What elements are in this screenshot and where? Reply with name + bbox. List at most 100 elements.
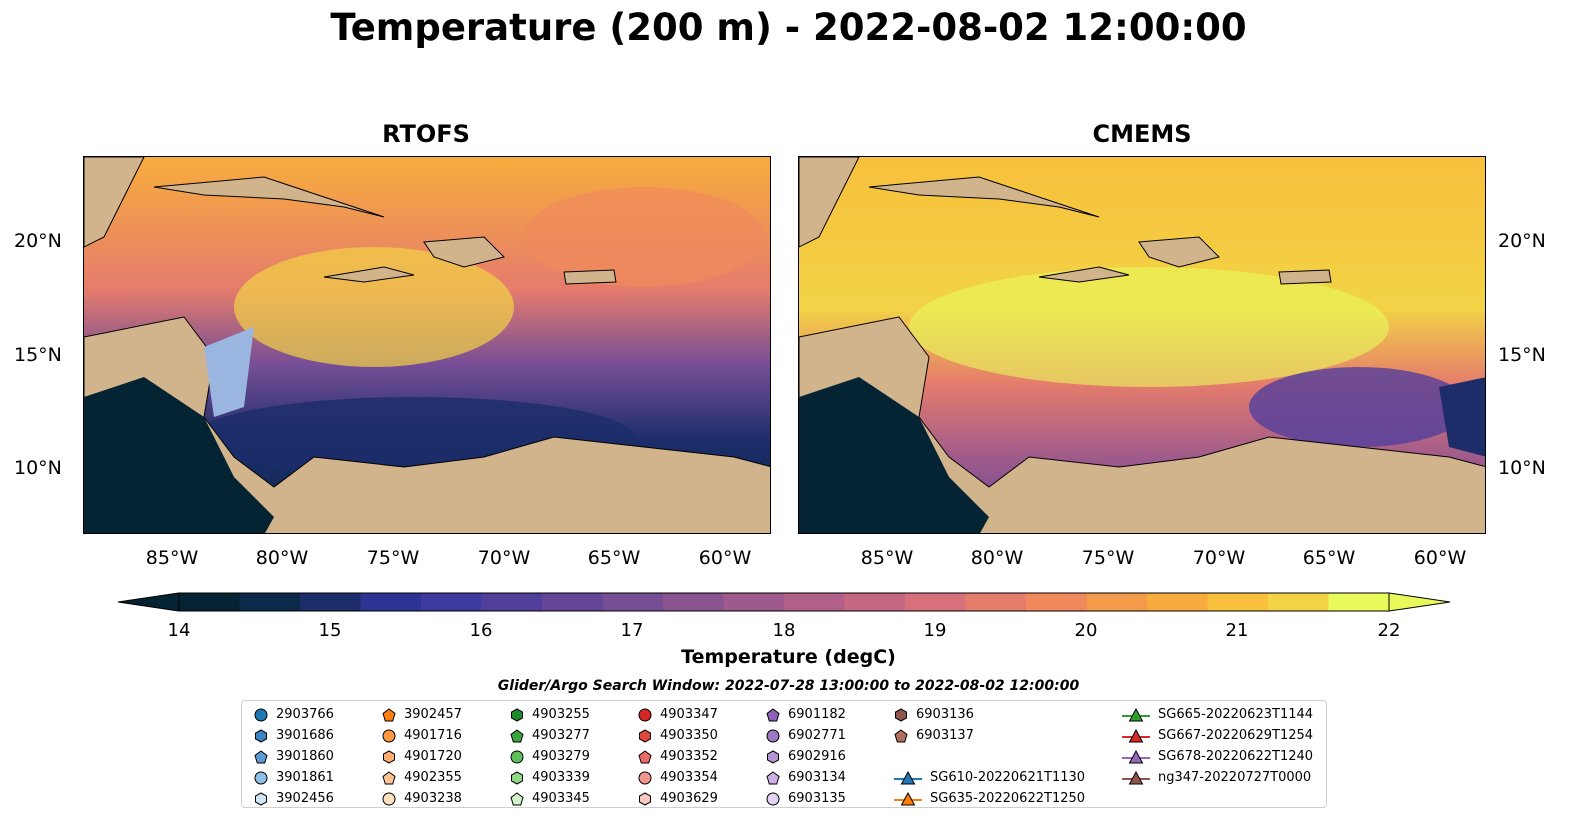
- legend-label: 6903135: [788, 791, 846, 806]
- legend-marker-icon: [511, 770, 523, 785]
- legend-item: 6902771: [766, 725, 846, 746]
- legend-label: 3901860: [276, 749, 334, 764]
- lon-label: 85°W: [860, 547, 914, 569]
- legend-item: 4903629: [638, 788, 718, 809]
- colorbar-segment: [965, 593, 1027, 611]
- lon-label: 65°W: [1302, 547, 1356, 569]
- legend-item: ng347-20220727T0000: [1122, 767, 1311, 788]
- colorbar-segment: [481, 593, 543, 611]
- legend-label: 6903137: [916, 728, 974, 743]
- legend-label: 4901716: [404, 728, 462, 743]
- legend-item: 3902456: [254, 788, 334, 809]
- warm-patch: [524, 187, 764, 287]
- legend-item: 4901716: [382, 725, 462, 746]
- colorbar-title: Temperature (degC): [681, 646, 896, 668]
- warm-patch: [234, 247, 514, 367]
- lon-label: 60°W: [1413, 547, 1467, 569]
- legend-marker-icon: [638, 771, 652, 784]
- legend-item: 4903238: [382, 788, 462, 809]
- legend-label: SG635-20220622T1250: [930, 791, 1086, 806]
- land-yucatan: [84, 157, 145, 248]
- panel-title-rtofs: RTOFS: [382, 120, 470, 148]
- colorbar-segment: [784, 593, 845, 611]
- legend-label: 4903352: [660, 749, 718, 764]
- legend-marker-icon: [1122, 749, 1150, 763]
- lon-label: 65°W: [587, 547, 641, 569]
- legend-label: SG665-20220623T1144: [1158, 707, 1314, 722]
- land-jamaica: [1038, 266, 1130, 283]
- legend-item: SG678-20220622T1240: [1122, 746, 1313, 767]
- land-hispaniola: [1138, 236, 1220, 268]
- legend-label: 6902771: [788, 728, 846, 743]
- legend-marker-icon: [766, 707, 780, 721]
- colorbar-segment: [1086, 593, 1148, 611]
- legend-item: 2903766: [254, 704, 334, 725]
- colorbar-segment: [844, 593, 906, 611]
- legend-item: 6903137: [894, 725, 974, 746]
- figure-title: Temperature (200 m) - 2022-08-02 12:00:0…: [330, 6, 1247, 49]
- colorbar-tick-label: 22: [1377, 620, 1401, 641]
- colorbar-segment: [300, 593, 361, 611]
- legend-marker-icon: [639, 791, 651, 806]
- legend-marker-icon: [254, 771, 268, 784]
- legend-marker-icon: [1122, 728, 1150, 742]
- legend-item: 6903136: [894, 704, 974, 725]
- legend-item: SG635-20220622T1250: [894, 788, 1085, 809]
- legend-label: SG678-20220622T1240: [1158, 749, 1314, 764]
- legend-item: 3901861: [254, 767, 334, 788]
- legend-marker-icon: [766, 792, 780, 805]
- colorbar-tick-label: 20: [1074, 620, 1098, 641]
- legend-label: SG667-20220629T1254: [1158, 728, 1314, 743]
- legend-marker-icon: [382, 707, 396, 721]
- shelf-mosquito: [204, 327, 254, 417]
- legend-item: 4903277: [510, 725, 590, 746]
- legend-label: 4903350: [660, 728, 718, 743]
- legend-item: 4903354: [638, 767, 718, 788]
- legend-item: 6902916: [766, 746, 846, 767]
- legend-marker-icon: [255, 791, 267, 806]
- land-south-america: [84, 316, 770, 533]
- legend-label: 4903345: [532, 791, 590, 806]
- legend-item: 3901860: [254, 746, 334, 767]
- legend-item: 6903134: [766, 767, 846, 788]
- legend-item: 4901720: [382, 746, 462, 767]
- colorbar-segment: [360, 593, 422, 611]
- legend-marker-icon: [766, 729, 780, 742]
- cool-patch: [1249, 367, 1469, 447]
- colorbar-segment: [1268, 593, 1329, 611]
- legend-item: SG610-20220621T1130: [894, 767, 1085, 788]
- legend-marker-icon: [639, 728, 651, 743]
- legend-label: 6903136: [916, 707, 974, 722]
- legend-label: 4903354: [660, 770, 718, 785]
- legend-marker-icon: [894, 791, 922, 805]
- legend-label: 3901861: [276, 770, 334, 785]
- legend-marker-icon: [1122, 770, 1150, 784]
- land-cuba: [153, 176, 385, 218]
- lon-label: 70°W: [477, 547, 531, 569]
- legend-label: 6903134: [788, 770, 846, 785]
- legend-item: 4903347: [638, 704, 718, 725]
- legend-marker-icon: [510, 791, 524, 805]
- lon-label: 80°W: [255, 547, 309, 569]
- legend: 2903766 3901686 3901860 3901861 3902456 39024…: [241, 700, 1327, 808]
- legend-item: 4902355: [382, 767, 462, 788]
- legend-label: 3901686: [276, 728, 334, 743]
- colorbar-tick-label: 16: [469, 620, 493, 641]
- legend-marker-icon: [510, 750, 524, 763]
- colorbar-tick-label: 14: [167, 620, 191, 641]
- land-puerto-rico: [563, 269, 617, 285]
- lon-label: 70°W: [1192, 547, 1246, 569]
- land-puerto-rico: [1278, 269, 1332, 285]
- search-window-text: Glider/Argo Search Window: 2022-07-28 13…: [497, 678, 1080, 694]
- legend-item: 4903255: [510, 704, 590, 725]
- colorbar-segment: [542, 593, 603, 611]
- pacific-ocean: [84, 377, 274, 533]
- legend-item: 4903279: [510, 746, 590, 767]
- pacific-ocean: [799, 377, 989, 533]
- legend-item: SG665-20220623T1144: [1122, 704, 1313, 725]
- legend-label: 4903277: [532, 728, 590, 743]
- colorbar-border: [178, 592, 1390, 612]
- colorbar-segment: [1328, 593, 1390, 611]
- colorbar-tick-label: 19: [923, 620, 947, 641]
- colorbar-segment: [663, 593, 724, 611]
